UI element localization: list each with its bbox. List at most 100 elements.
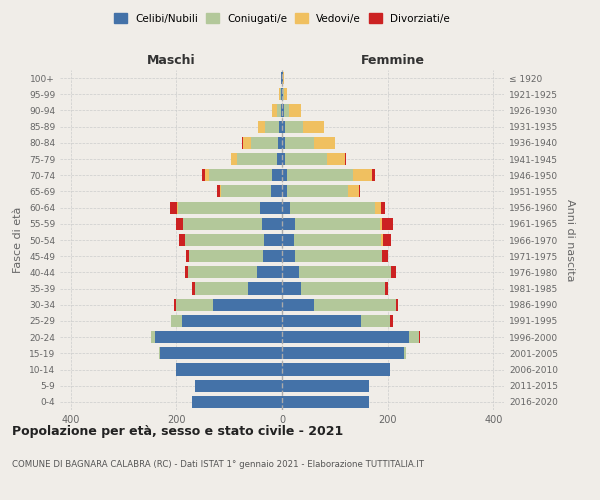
Bar [278, 137, 282, 149]
Bar [160, 348, 282, 360]
Bar [192, 282, 195, 294]
Bar [258, 120, 265, 132]
Bar [282, 153, 284, 165]
Bar [237, 153, 277, 165]
Bar [380, 218, 382, 230]
Bar [282, 234, 293, 246]
Y-axis label: Fasce di età: Fasce di età [13, 207, 23, 273]
Bar [372, 169, 374, 181]
Bar [281, 104, 282, 117]
Bar [178, 202, 260, 213]
Bar [195, 380, 282, 392]
Bar [290, 202, 374, 213]
Text: COMUNE DI BAGNARA CALABRA (RC) - Dati ISTAT 1° gennaio 2021 - Elaborazione TUTTI: COMUNE DI BAGNARA CALABRA (RC) - Dati IS… [12, 460, 424, 469]
Bar [263, 250, 282, 262]
Bar [284, 88, 287, 101]
Bar [213, 298, 282, 311]
Bar [282, 88, 283, 101]
Bar [381, 234, 383, 246]
Bar [195, 282, 248, 294]
Bar [282, 331, 409, 343]
Bar [272, 104, 277, 117]
Bar [188, 266, 257, 278]
Bar [182, 315, 282, 327]
Bar [385, 282, 388, 294]
Bar [272, 169, 282, 181]
Bar [176, 298, 213, 311]
Bar [282, 202, 290, 213]
Bar [205, 169, 209, 181]
Bar [284, 104, 289, 117]
Text: Maschi: Maschi [146, 54, 196, 67]
Bar [301, 282, 385, 294]
Bar [265, 120, 280, 132]
Bar [242, 137, 244, 149]
Bar [282, 120, 284, 132]
Bar [176, 218, 182, 230]
Bar [264, 234, 282, 246]
Bar [303, 120, 324, 132]
Bar [287, 186, 348, 198]
Bar [299, 266, 391, 278]
Bar [381, 202, 385, 213]
Bar [391, 315, 393, 327]
Bar [187, 250, 189, 262]
Bar [359, 186, 360, 198]
Bar [262, 218, 282, 230]
Bar [282, 266, 299, 278]
Bar [155, 331, 282, 343]
Bar [327, 153, 346, 165]
Bar [282, 282, 301, 294]
Bar [293, 234, 381, 246]
Bar [282, 104, 284, 117]
Bar [353, 169, 372, 181]
Bar [419, 331, 421, 343]
Bar [257, 266, 282, 278]
Bar [282, 169, 287, 181]
Bar [361, 315, 391, 327]
Bar [277, 104, 281, 117]
Bar [282, 348, 404, 360]
Bar [295, 250, 382, 262]
Y-axis label: Anni di nascita: Anni di nascita [565, 198, 575, 281]
Bar [282, 137, 284, 149]
Bar [220, 186, 221, 198]
Bar [314, 137, 335, 149]
Bar [282, 298, 314, 311]
Bar [202, 169, 205, 181]
Bar [192, 396, 282, 408]
Bar [170, 202, 177, 213]
Bar [282, 315, 361, 327]
Bar [231, 153, 237, 165]
Bar [251, 137, 278, 149]
Legend: Celibi/Nubili, Coniugati/e, Vedovi/e, Divorziati/e: Celibi/Nubili, Coniugati/e, Vedovi/e, Di… [111, 10, 453, 26]
Bar [348, 186, 359, 198]
Bar [280, 88, 281, 101]
Bar [171, 315, 182, 327]
Bar [282, 218, 295, 230]
Bar [282, 186, 287, 198]
Bar [284, 120, 303, 132]
Bar [282, 396, 369, 408]
Bar [176, 364, 282, 376]
Bar [287, 169, 353, 181]
Bar [382, 250, 388, 262]
Bar [177, 202, 178, 213]
Bar [244, 137, 251, 149]
Bar [282, 364, 391, 376]
Bar [173, 298, 176, 311]
Text: Popolazione per età, sesso e stato civile - 2021: Popolazione per età, sesso e stato civil… [12, 425, 343, 438]
Bar [260, 202, 282, 213]
Bar [280, 120, 282, 132]
Bar [271, 186, 282, 198]
Bar [182, 218, 262, 230]
Bar [189, 250, 263, 262]
Bar [185, 266, 188, 278]
Bar [221, 186, 271, 198]
Bar [283, 72, 284, 84]
Bar [383, 234, 391, 246]
Bar [217, 186, 220, 198]
Bar [295, 218, 380, 230]
Bar [209, 169, 272, 181]
Bar [151, 331, 155, 343]
